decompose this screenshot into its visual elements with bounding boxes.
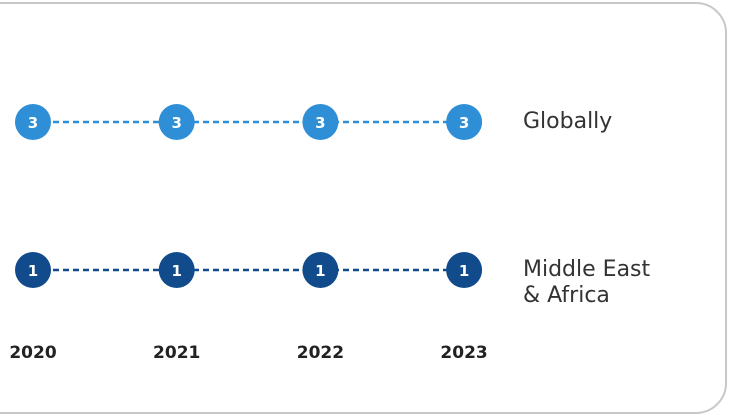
rank-label: 3 xyxy=(28,114,38,132)
rank-label: 3 xyxy=(315,114,325,132)
rank-marker xyxy=(15,104,51,140)
rank-label: 1 xyxy=(315,262,325,280)
rank-marker xyxy=(158,252,195,288)
rank-marker xyxy=(158,104,195,140)
rank-label: 1 xyxy=(459,262,469,280)
rank-label: 1 xyxy=(171,262,181,280)
rank-label: 3 xyxy=(171,114,181,132)
rank-marker xyxy=(446,252,483,288)
rank-marker xyxy=(446,104,483,140)
rank-marker xyxy=(15,252,51,288)
x-tick-label: 2023 xyxy=(440,343,487,363)
rank-marker xyxy=(302,252,339,288)
x-tick-label: 2020 xyxy=(9,343,56,363)
x-tick-label: 2021 xyxy=(153,343,200,363)
series-label: Middle East & Africa xyxy=(523,257,651,308)
series-label: Globally xyxy=(523,109,613,134)
x-tick-label: 2022 xyxy=(297,343,344,363)
rank-marker xyxy=(302,104,339,140)
rank-label: 1 xyxy=(28,262,38,280)
rank-label: 3 xyxy=(459,114,469,132)
